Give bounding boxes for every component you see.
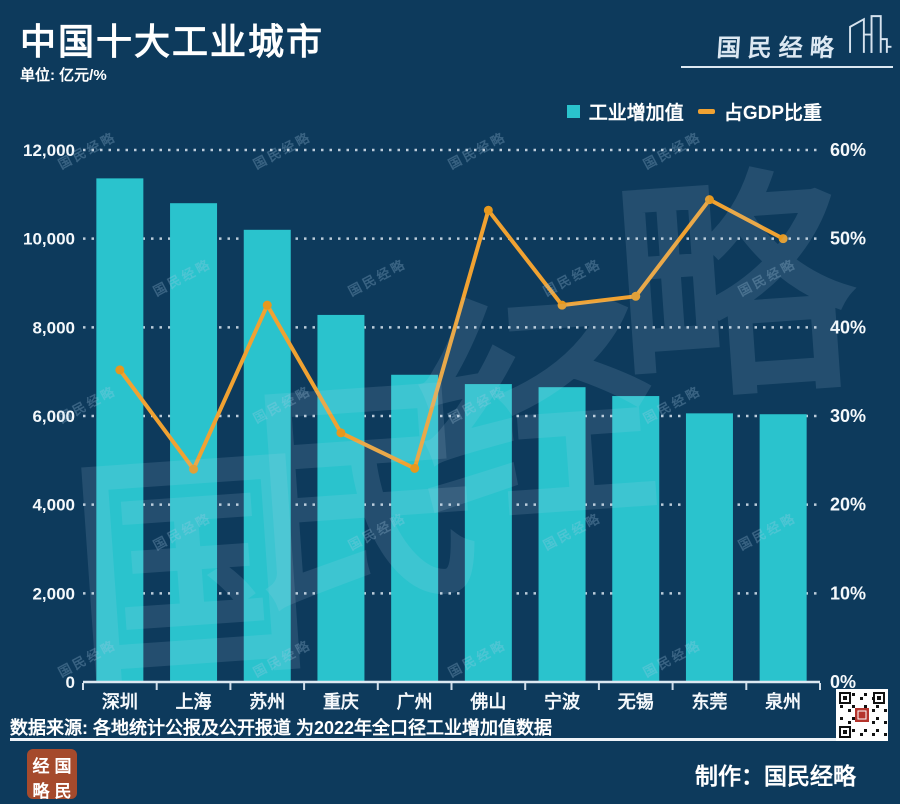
gdp-share-line <box>117 197 786 472</box>
line-marker-无锡 <box>631 291 641 301</box>
right-axis-tick-label: 30% <box>830 406 866 426</box>
bar-深圳 <box>96 178 144 682</box>
bar-泉州 <box>759 414 807 682</box>
x-axis-label-深圳: 深圳 <box>102 691 138 712</box>
line-marker-上海 <box>189 464 199 474</box>
x-axis-label-泉州: 泉州 <box>765 691 801 712</box>
line-swatch-icon <box>697 109 715 114</box>
right-axis-tick-label: 50% <box>830 229 866 249</box>
legend-label-bar: 工业增加值 <box>588 103 684 124</box>
x-axis-label-东莞: 东莞 <box>691 691 727 712</box>
x-axis-label-无锡: 无锡 <box>618 691 654 712</box>
bar-广州 <box>391 374 439 682</box>
publisher-seal: 经 国 略 民 <box>27 749 77 801</box>
legend-label-line: 占GDP比重 <box>723 103 822 124</box>
seal-char: 略 <box>32 782 50 801</box>
credit-text: 制作：国民经略 <box>695 763 856 789</box>
line-marker-广州 <box>410 463 420 473</box>
left-axis-tick-label: 2,000 <box>32 584 75 603</box>
seal-char: 经 <box>32 757 50 776</box>
line-marker-苏州 <box>262 300 272 310</box>
x-axis-label-广州: 广州 <box>397 691 433 712</box>
bar-上海 <box>170 203 218 682</box>
x-axis-label-苏州: 苏州 <box>249 691 285 712</box>
qr-code <box>836 689 888 741</box>
right-axis-tick-label: 20% <box>830 495 866 515</box>
legend-item-line: 占GDP比重 <box>697 98 822 125</box>
x-axis-label-佛山: 佛山 <box>469 691 506 712</box>
data-source-note: 数据来源: 各地统计公报及公开报道 为2022年全口径工业增加值数据 <box>10 718 553 738</box>
left-axis-tick-label: 4,000 <box>32 496 75 515</box>
seal-char: 民 <box>54 782 72 801</box>
right-axis-tick-label: 40% <box>830 317 866 337</box>
unit-label: 单位: 亿元/% <box>20 67 107 84</box>
bar-苏州 <box>243 229 291 683</box>
line-marker-宁波 <box>557 300 567 310</box>
chart-legend: 工业增加值 占GDP比重 <box>566 98 822 125</box>
x-axis-label-宁波: 宁波 <box>544 691 581 712</box>
line-marker-泉州 <box>778 234 788 244</box>
brand-logo: 国民经略 <box>681 8 893 68</box>
right-axis-tick-label: 0% <box>830 672 856 692</box>
page-title: 中国十大工业城市 <box>20 21 325 62</box>
bar-重庆 <box>317 314 365 682</box>
bar-东莞 <box>685 413 733 682</box>
x-axis-label-重庆: 重庆 <box>323 691 359 712</box>
legend-item-bar: 工业增加值 <box>566 98 684 125</box>
line-marker-东莞 <box>704 195 714 205</box>
line-marker-重庆 <box>336 428 346 438</box>
left-axis-tick-label: 6,000 <box>32 407 75 426</box>
line-marker-佛山 <box>483 205 493 215</box>
skyline-icon <box>847 8 893 63</box>
bar-佛山 <box>464 384 512 682</box>
right-axis-tick-label: 10% <box>830 583 866 603</box>
line-marker-深圳 <box>115 365 125 375</box>
right-axis-tick-label: 60% <box>830 140 866 160</box>
bar-无锡 <box>612 396 660 682</box>
bar-宁波 <box>538 387 586 682</box>
seal-char: 国 <box>54 757 72 776</box>
left-axis-tick-label: 8,000 <box>32 318 75 337</box>
left-axis-tick-label: 10,000 <box>23 230 75 249</box>
footer-divider <box>10 738 855 741</box>
bar-swatch-icon <box>566 105 580 118</box>
brand-logo-text: 国民经略 <box>715 36 842 62</box>
left-axis-tick-label: 12,000 <box>23 141 75 160</box>
brand-underline <box>681 66 893 68</box>
x-axis-label-上海: 上海 <box>176 691 212 712</box>
left-axis-tick-label: 0 <box>66 673 75 692</box>
